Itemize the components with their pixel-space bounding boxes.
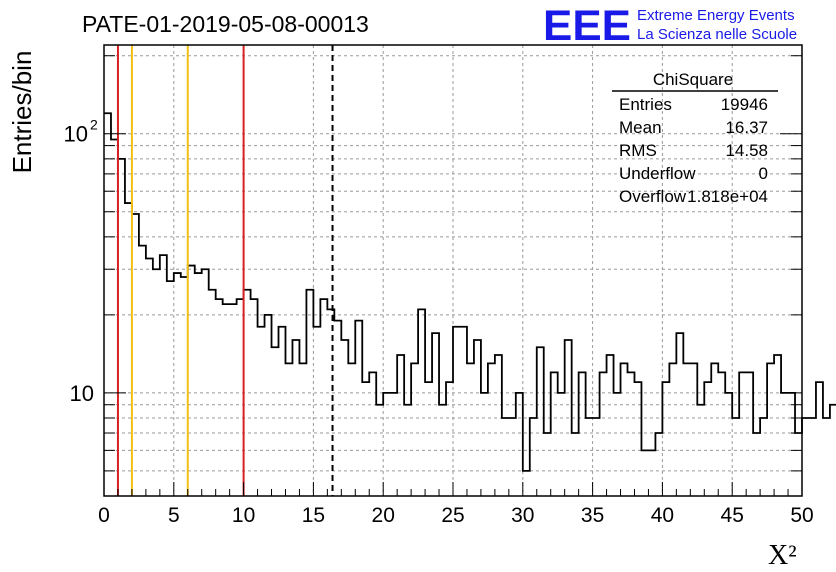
stats-box: ChiSquare Entries 19946 Mean 16.37 RMS 1… [612, 70, 778, 206]
x-tick-label: 50 [790, 504, 813, 527]
x-tick-label: 35 [581, 504, 604, 527]
stats-label-rms: RMS [619, 141, 657, 160]
logo-line-2: La Scienza nelle Scuole [637, 26, 797, 43]
y-tick-exponent: 2 [90, 117, 98, 133]
reference-lines [116, 45, 334, 496]
x-tick-label: 40 [651, 504, 674, 527]
x-tick-label: 0 [98, 504, 110, 527]
x-tick-label: 15 [302, 504, 325, 527]
grid-lines [104, 45, 802, 497]
histogram-series [104, 112, 836, 472]
stats-value-underflow: 0 [759, 164, 768, 183]
x-tick-label: 45 [721, 504, 744, 527]
y-tick-label: 10 [64, 122, 88, 147]
histogram-line [104, 112, 836, 472]
stats-title: ChiSquare [653, 70, 733, 89]
eee-logo: EEE Extreme Energy Events La Scienza nel… [543, 2, 797, 50]
stats-label-overflow: Overflow [619, 187, 687, 206]
y-tick-label: 10 [70, 381, 94, 406]
stats-label-entries: Entries [619, 95, 672, 114]
stats-value-mean: 16.37 [725, 118, 768, 137]
eee-logo-mark: EEE [543, 2, 631, 50]
x-tick-label: 25 [441, 504, 464, 527]
x-tick-label: 10 [232, 504, 255, 527]
x-tick-label: 30 [511, 504, 534, 527]
stats-label-mean: Mean [619, 118, 662, 137]
chart-title: PATE-01-2019-05-08-00013 [82, 11, 369, 37]
y-axis-label: Entries/bin [7, 51, 37, 174]
logo-line-1: Extreme Energy Events [637, 7, 795, 24]
x-axis-label: X² [768, 540, 797, 571]
stats-label-underflow: Underflow [619, 164, 696, 183]
stats-value-overflow: 1.818e+04 [687, 187, 768, 206]
stats-value-entries: 19946 [721, 95, 768, 114]
stats-value-rms: 14.58 [725, 141, 768, 160]
x-tick-label: 5 [168, 504, 180, 527]
x-tick-label: 20 [372, 504, 395, 527]
